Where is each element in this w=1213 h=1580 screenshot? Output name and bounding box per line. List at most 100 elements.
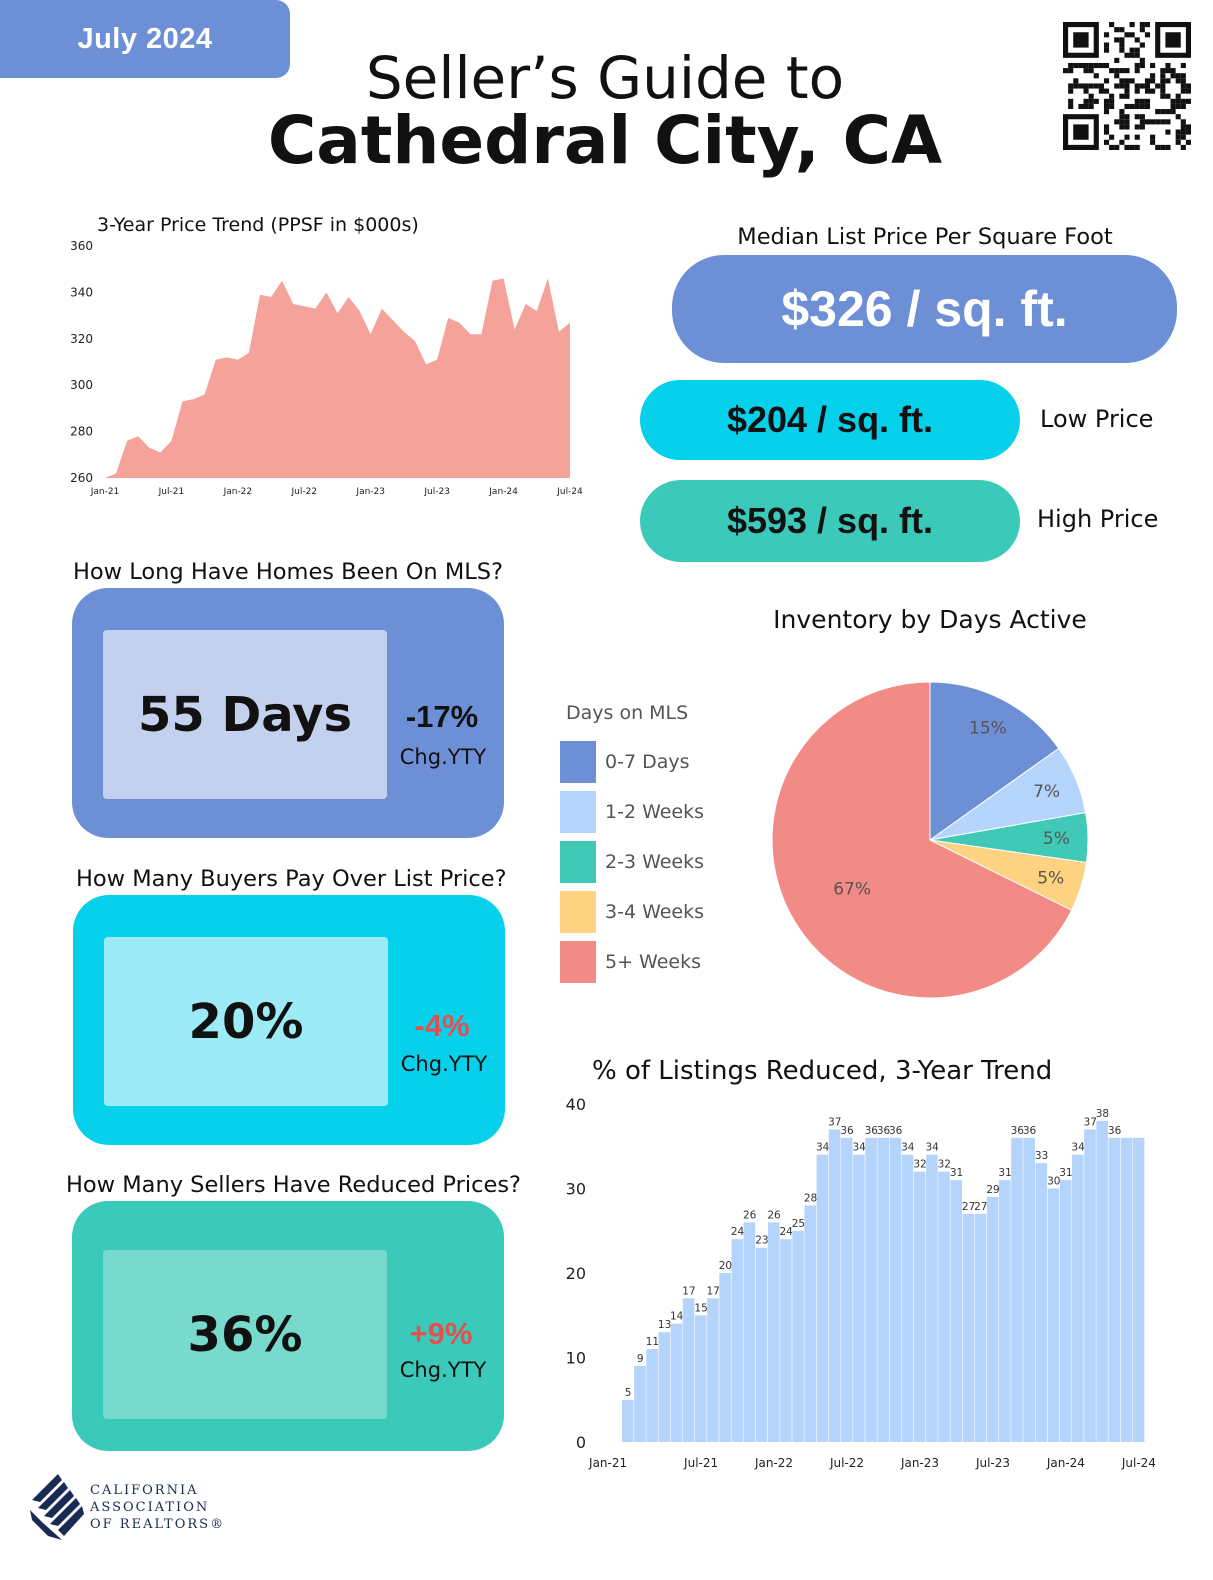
- reduced-y-tick-label: 10: [566, 1349, 586, 1368]
- reduced-trend-title: % of Listings Reduced, 3-Year Trend: [592, 1056, 1053, 1086]
- qr-module: [1119, 68, 1125, 74]
- reduced-bar: [1132, 1137, 1145, 1442]
- qr-module: [1160, 83, 1166, 89]
- qr-module: [1078, 62, 1084, 69]
- reduced-bar-label: 36: [865, 1125, 879, 1137]
- legend-label: 5+ Weeks: [605, 951, 702, 973]
- price-x-tick-label: Jan-22: [223, 487, 253, 497]
- qr-module: [1150, 119, 1156, 125]
- qr-module: [1144, 22, 1151, 28]
- reduced-bar-label: 34: [926, 1142, 940, 1154]
- car-org-line1: CALIFORNIA: [90, 1483, 199, 1498]
- qr-module: [1139, 42, 1145, 48]
- inventory-pie-chart: 15% 7% 5% 5% 67%: [771, 681, 1089, 999]
- reduced-bar-label: 38: [1096, 1108, 1109, 1120]
- qr-code-icon[interactable]: [1063, 22, 1191, 150]
- reduced-bar-label: 34: [853, 1142, 867, 1154]
- qr-module: [1103, 32, 1110, 38]
- reduced-bar: [1072, 1154, 1084, 1442]
- reduced-bar: [646, 1349, 658, 1442]
- qr-module: [1068, 88, 1074, 94]
- qr-module: [1093, 98, 1099, 104]
- reduced-bar: [986, 1196, 999, 1442]
- reduced-bar: [743, 1222, 756, 1442]
- reduced-bar-label: 33: [1035, 1150, 1048, 1162]
- qr-module: [1134, 37, 1140, 43]
- qr-module: [1180, 73, 1186, 79]
- qr-module: [1160, 109, 1166, 115]
- qr-module: [1180, 119, 1186, 125]
- reduced-bar-label: 23: [755, 1235, 768, 1247]
- qr-module: [1144, 98, 1151, 104]
- reduced-bar-label: 17: [707, 1285, 720, 1297]
- qr-module: [1109, 134, 1115, 140]
- qr-module: [1139, 22, 1145, 28]
- inventory-title: Inventory by Days Active: [773, 605, 1087, 634]
- reduced-bar: [1023, 1137, 1035, 1442]
- qr-module: [1103, 139, 1110, 145]
- qr-module: [1155, 119, 1161, 125]
- reduced-x-tick-label: Jan-21: [588, 1456, 627, 1470]
- qr-module: [1078, 103, 1084, 110]
- reduced-bar-label: 27: [974, 1201, 987, 1213]
- reduced-bar: [913, 1171, 926, 1442]
- price-x-tick-label: Jan-21: [90, 487, 120, 497]
- days-on-mls-value-box: 55 Days: [103, 630, 387, 799]
- reduced-bar-label: 15: [694, 1302, 707, 1314]
- reduced-bar-label: 26: [767, 1209, 781, 1221]
- median-price-title: Median List Price Per Square Foot: [737, 224, 1113, 250]
- qr-module: [1124, 134, 1130, 140]
- qr-module: [1134, 52, 1140, 58]
- reduced-bar-label: 29: [986, 1184, 999, 1196]
- reduced-bar-label: 17: [682, 1285, 695, 1297]
- pie-slice: [929, 681, 1060, 841]
- reduced-bar-label: 36: [889, 1125, 903, 1137]
- days-on-mls-card: 55 Days -17% Chg.YTY: [72, 588, 504, 838]
- reduced-bar-label: 36: [840, 1125, 854, 1137]
- reduced-bar-label: 36: [877, 1125, 891, 1137]
- qr-module: [1150, 134, 1156, 140]
- reduced-bar: [938, 1171, 950, 1442]
- price-x-tick-label: Jul-21: [158, 487, 185, 497]
- reduced-bar: [962, 1213, 975, 1442]
- qr-module: [1175, 134, 1181, 140]
- high-price-pill: $593 / sq. ft.: [640, 480, 1020, 562]
- reduced-bar: [719, 1273, 731, 1442]
- reduced-bar: [865, 1137, 877, 1442]
- qr-module: [1165, 129, 1171, 135]
- qr-module: [1098, 88, 1104, 94]
- reduced-value-box: 36%: [103, 1250, 387, 1419]
- qr-module: [1114, 68, 1120, 74]
- price-y-tick-label: 300: [70, 378, 93, 392]
- reduced-bar: [1108, 1137, 1121, 1442]
- qr-module: [1160, 68, 1166, 74]
- reduced-bar: [816, 1154, 829, 1442]
- qr-module: [1134, 68, 1140, 74]
- reduced-bar: [974, 1213, 987, 1442]
- reduced-bar: [780, 1239, 792, 1442]
- qr-module: [1103, 129, 1110, 135]
- reduced-x-tick-label: Jul-24: [1121, 1456, 1156, 1470]
- over-list-value-box: 20%: [104, 937, 388, 1106]
- over-list-change: -4%: [414, 1008, 470, 1043]
- qr-module: [1150, 73, 1156, 79]
- qr-module: [1109, 22, 1115, 28]
- legend-swatch: [560, 791, 596, 833]
- price-y-tick-label: 360: [70, 239, 93, 253]
- qr-module: [1139, 62, 1145, 69]
- price-y-tick-label: 320: [70, 332, 93, 346]
- reduced-bar: [1059, 1180, 1072, 1442]
- qr-module: [1160, 144, 1166, 150]
- reduced-bar: [828, 1129, 841, 1442]
- qr-module: [1068, 62, 1074, 69]
- qr-module: [1083, 88, 1089, 94]
- qr-module: [1124, 68, 1130, 74]
- qr-module: [1139, 119, 1145, 125]
- qr-module: [1165, 62, 1171, 69]
- qr-module: [1119, 37, 1125, 43]
- qr-module: [1103, 78, 1110, 84]
- qr-module: [1119, 27, 1125, 33]
- qr-module: [1134, 62, 1140, 69]
- qr-module: [1129, 78, 1135, 84]
- qr-module: [1088, 103, 1094, 110]
